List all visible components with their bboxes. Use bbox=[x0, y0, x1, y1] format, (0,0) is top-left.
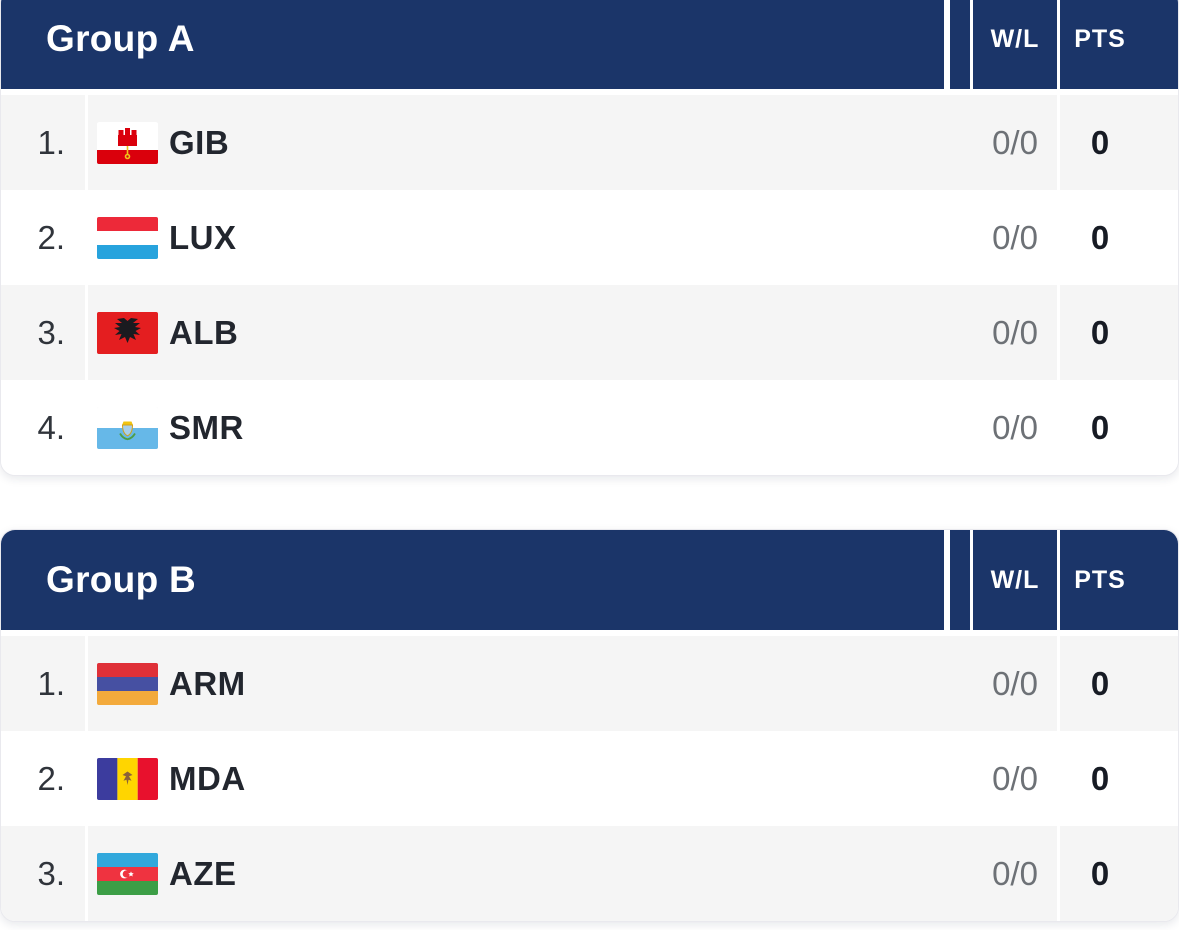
team-wl-value: 0/0 bbox=[992, 313, 1038, 351]
luxembourg-flag bbox=[97, 216, 158, 259]
team-code: LUX bbox=[169, 218, 237, 256]
group-header: Group A W/L PTS bbox=[1, 0, 1178, 89]
team-rank: 2. bbox=[37, 218, 65, 256]
rank-divider bbox=[85, 731, 88, 826]
pts-divider bbox=[1057, 731, 1060, 826]
pts-divider bbox=[1057, 380, 1060, 475]
rank-divider bbox=[85, 285, 88, 380]
team-cell: MDA bbox=[88, 731, 973, 826]
pts-divider bbox=[1057, 95, 1060, 190]
header-divider bbox=[970, 0, 973, 89]
team-rank: 4. bbox=[37, 408, 65, 446]
azerbaijan-flag bbox=[97, 852, 158, 895]
header-divider bbox=[1057, 530, 1060, 630]
header-bottom-gap bbox=[1, 630, 1178, 636]
team-cell: GIB bbox=[88, 95, 973, 190]
header-spacer-cell bbox=[950, 0, 970, 89]
team-row[interactable]: 2. MDA 0/0 0 bbox=[1, 731, 1178, 826]
team-rank: 3. bbox=[37, 854, 65, 892]
standings-rows: 1. GIB 0/0 0 2. LUX 0/0 0 3. ALB 0/0 0 4… bbox=[1, 95, 1178, 475]
team-wl-value: 0/0 bbox=[992, 664, 1038, 702]
pts-divider bbox=[1057, 190, 1060, 285]
team-wl-value: 0/0 bbox=[992, 218, 1038, 256]
team-cell: SMR bbox=[88, 380, 973, 475]
header-divider bbox=[1057, 0, 1060, 89]
team-row[interactable]: 2. LUX 0/0 0 bbox=[1, 190, 1178, 285]
team-row[interactable]: 3. ALB 0/0 0 bbox=[1, 285, 1178, 380]
header-divider bbox=[944, 530, 950, 630]
rank-divider bbox=[85, 190, 88, 285]
header-spacer-cell bbox=[950, 530, 970, 630]
san-marino-flag bbox=[97, 406, 158, 449]
group-title: Group A bbox=[1, 0, 944, 89]
team-code: SMR bbox=[169, 408, 244, 446]
team-pts-value: 0 bbox=[1090, 759, 1110, 797]
header-bottom-gap bbox=[1, 89, 1178, 95]
team-wl-value: 0/0 bbox=[992, 123, 1038, 161]
team-pts-value: 0 bbox=[1090, 218, 1110, 256]
team-row[interactable]: 4. SMR 0/0 0 bbox=[1, 380, 1178, 475]
team-pts-value: 0 bbox=[1090, 854, 1110, 892]
armenia-flag bbox=[97, 662, 158, 705]
header-divider bbox=[970, 530, 973, 630]
team-pts-value: 0 bbox=[1090, 123, 1110, 161]
team-code: AZE bbox=[169, 854, 237, 892]
wl-column-header: W/L bbox=[973, 0, 1057, 89]
team-row[interactable]: 1. GIB 0/0 0 bbox=[1, 95, 1178, 190]
pts-divider bbox=[1057, 826, 1060, 921]
team-pts-value: 0 bbox=[1090, 664, 1110, 702]
pts-column-header: PTS bbox=[1060, 0, 1178, 89]
team-pts-value: 0 bbox=[1090, 408, 1110, 446]
team-wl-value: 0/0 bbox=[992, 408, 1038, 446]
team-row[interactable]: 3. AZE 0/0 0 bbox=[1, 826, 1178, 921]
standings-rows: 1. ARM 0/0 0 2. MDA 0/0 0 3. AZE 0/0 0 bbox=[1, 636, 1178, 921]
team-cell: ARM bbox=[88, 636, 973, 731]
team-code: ARM bbox=[169, 664, 246, 702]
team-rank: 1. bbox=[37, 123, 65, 161]
team-pts-value: 0 bbox=[1090, 313, 1110, 351]
rank-divider bbox=[85, 380, 88, 475]
rank-divider bbox=[85, 95, 88, 190]
pts-divider bbox=[1057, 636, 1060, 731]
header-divider bbox=[944, 0, 950, 89]
team-rank: 1. bbox=[37, 664, 65, 702]
albania-flag bbox=[97, 311, 158, 354]
moldova-flag bbox=[97, 757, 158, 800]
team-code: MDA bbox=[169, 759, 246, 797]
wl-column-header: W/L bbox=[973, 530, 1057, 630]
team-wl-value: 0/0 bbox=[992, 759, 1038, 797]
team-cell: ALB bbox=[88, 285, 973, 380]
team-wl-value: 0/0 bbox=[992, 854, 1038, 892]
rank-divider bbox=[85, 826, 88, 921]
group-header: Group B W/L PTS bbox=[1, 530, 1178, 630]
team-cell: LUX bbox=[88, 190, 973, 285]
pts-column-header: PTS bbox=[1060, 530, 1178, 630]
group-standings-card: Group B W/L PTS 1. ARM 0/0 0 2. MDA 0/0 … bbox=[0, 529, 1179, 922]
gibraltar-flag bbox=[97, 121, 158, 164]
team-rank: 2. bbox=[37, 759, 65, 797]
team-rank: 3. bbox=[37, 313, 65, 351]
team-code: GIB bbox=[169, 123, 230, 161]
pts-divider bbox=[1057, 285, 1060, 380]
team-cell: AZE bbox=[88, 826, 973, 921]
team-code: ALB bbox=[169, 313, 239, 351]
group-standings-card: Group A W/L PTS 1. GIB 0/0 0 2. LUX 0/0 … bbox=[0, 0, 1179, 476]
rank-divider bbox=[85, 636, 88, 731]
team-row[interactable]: 1. ARM 0/0 0 bbox=[1, 636, 1178, 731]
group-title: Group B bbox=[1, 530, 944, 630]
